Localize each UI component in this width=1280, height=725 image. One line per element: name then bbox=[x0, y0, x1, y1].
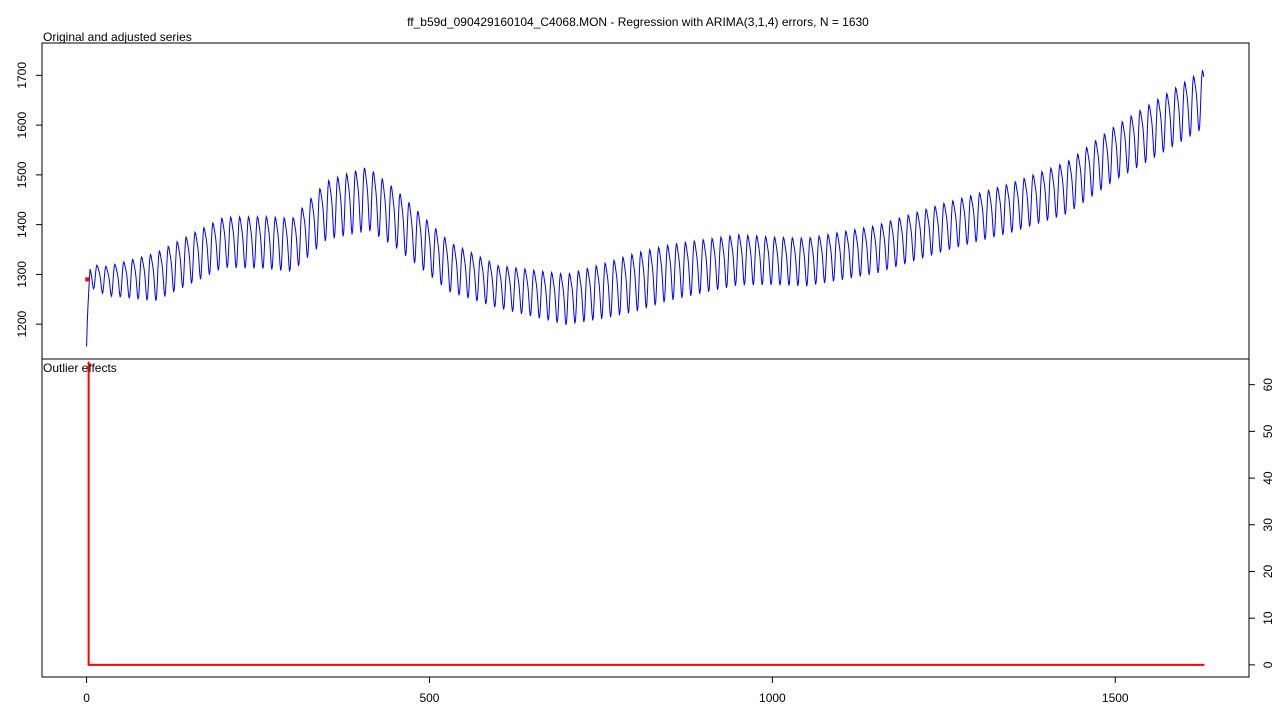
top-y-tick-label: 1400 bbox=[15, 211, 29, 238]
bottom-y-axis: 0 10 20 30 40 50 60 bbox=[1248, 378, 1275, 668]
bottom-panel-label: Outlier effects bbox=[43, 361, 117, 375]
bottom-plot-area bbox=[87, 361, 1205, 666]
outlier-marker bbox=[85, 277, 90, 282]
series-line bbox=[86, 69, 1205, 347]
bottom-y-tick-label: 60 bbox=[1261, 378, 1275, 392]
bottom-y-tick-label: 20 bbox=[1261, 564, 1275, 578]
top-panel-label: Original and adjusted series bbox=[43, 30, 192, 44]
top-y-tick-label: 1600 bbox=[15, 111, 29, 138]
bottom-y-tick-label: 30 bbox=[1261, 518, 1275, 532]
top-panel-frame bbox=[41, 42, 1250, 360]
top-y-tick-label: 1500 bbox=[15, 161, 29, 188]
chart-title: ff_b59d_090429160104_C4068.MON - Regress… bbox=[407, 15, 869, 29]
x-tick-label: 0 bbox=[83, 691, 90, 705]
bottom-y-tick-label: 0 bbox=[1261, 661, 1275, 668]
outlier-effect-line bbox=[87, 361, 1205, 666]
top-y-axis: 1200 1300 1400 1500 1600 1700 bbox=[15, 62, 43, 338]
bottom-y-tick-label: 40 bbox=[1261, 471, 1275, 485]
top-plot-area bbox=[85, 69, 1205, 347]
x-tick-label: 500 bbox=[419, 691, 439, 705]
bottom-y-tick-label: 50 bbox=[1261, 424, 1275, 438]
top-y-tick-label: 1300 bbox=[15, 261, 29, 288]
x-tick-label: 1500 bbox=[1102, 691, 1129, 705]
x-tick-label: 1000 bbox=[759, 691, 786, 705]
bottom-panel: Outlier effects 0 10 20 30 40 50 60 bbox=[41, 358, 1275, 678]
x-axis: 0 500 1000 1500 bbox=[83, 676, 1129, 705]
bottom-y-tick-label: 10 bbox=[1261, 611, 1275, 625]
top-y-tick-label: 1200 bbox=[15, 310, 29, 337]
bottom-panel-frame bbox=[41, 358, 1250, 678]
top-panel: Original and adjusted series 1200 1300 140… bbox=[15, 30, 1250, 360]
top-y-tick-label: 1700 bbox=[15, 62, 29, 89]
